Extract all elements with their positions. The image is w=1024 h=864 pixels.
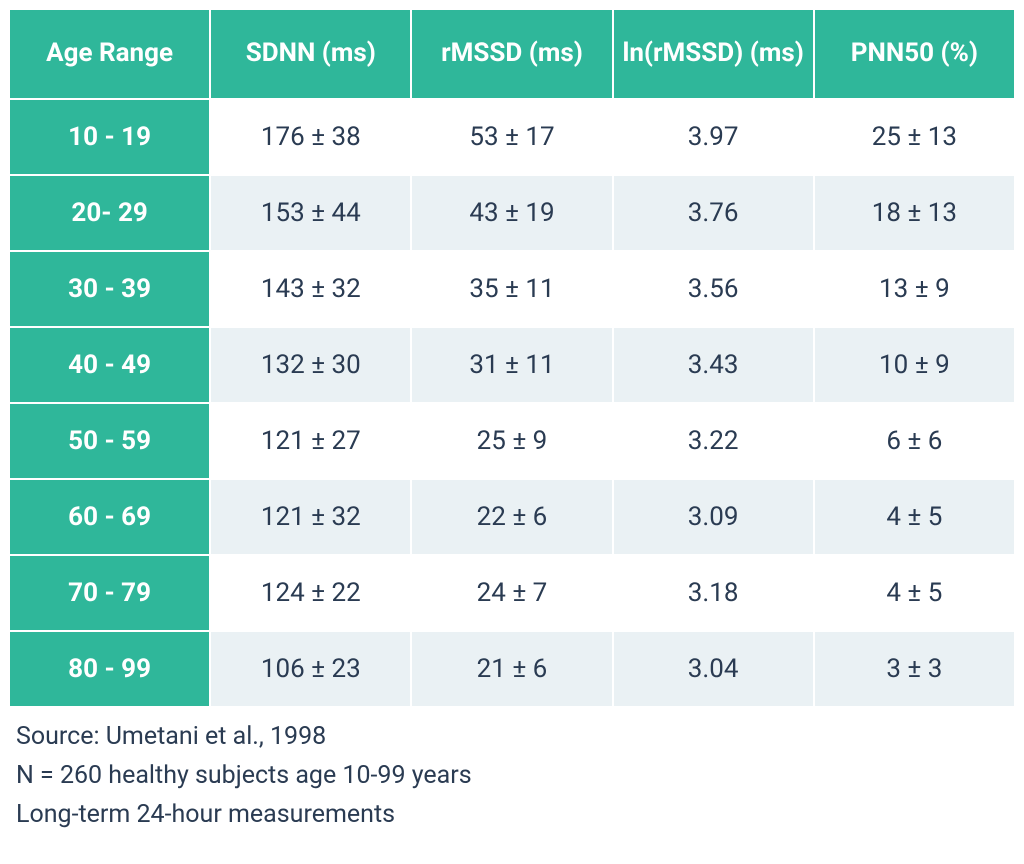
cell-sdnn: 106 ± 23 xyxy=(210,631,411,707)
row-age: 30 - 39 xyxy=(9,251,210,327)
table-row: 70 - 79 124 ± 22 24 ± 7 3.18 4 ± 5 xyxy=(9,555,1015,631)
cell-rmssd: 35 ± 11 xyxy=(411,251,612,327)
cell-rmssd: 31 ± 11 xyxy=(411,327,612,403)
cell-rmssd: 53 ± 17 xyxy=(411,99,612,175)
col-header-sdnn: SDNN (ms) xyxy=(210,9,411,99)
cell-lnrmssd: 3.18 xyxy=(613,555,814,631)
cell-sdnn: 121 ± 32 xyxy=(210,479,411,555)
table-row: 30 - 39 143 ± 32 35 ± 11 3.56 13 ± 9 xyxy=(9,251,1015,327)
cell-rmssd: 24 ± 7 xyxy=(411,555,612,631)
col-header-rmssd: rMSSD (ms) xyxy=(411,9,612,99)
cell-pnn50: 4 ± 5 xyxy=(814,555,1015,631)
table-row: 80 - 99 106 ± 23 21 ± 6 3.04 3 ± 3 xyxy=(9,631,1015,707)
cell-pnn50: 13 ± 9 xyxy=(814,251,1015,327)
cell-sdnn: 176 ± 38 xyxy=(210,99,411,175)
row-age: 70 - 79 xyxy=(9,555,210,631)
cell-pnn50: 3 ± 3 xyxy=(814,631,1015,707)
cell-sdnn: 132 ± 30 xyxy=(210,327,411,403)
cell-rmssd: 21 ± 6 xyxy=(411,631,612,707)
cell-sdnn: 124 ± 22 xyxy=(210,555,411,631)
cell-pnn50: 25 ± 13 xyxy=(814,99,1015,175)
row-age: 60 - 69 xyxy=(9,479,210,555)
footnotes: Source: Umetani et al., 1998 N = 260 hea… xyxy=(8,718,1016,834)
cell-lnrmssd: 3.76 xyxy=(613,175,814,251)
table-row: 10 - 19 176 ± 38 53 ± 17 3.97 25 ± 13 xyxy=(9,99,1015,175)
table-row: 40 - 49 132 ± 30 31 ± 11 3.43 10 ± 9 xyxy=(9,327,1015,403)
table-row: 20- 29 153 ± 44 43 ± 19 3.76 18 ± 13 xyxy=(9,175,1015,251)
cell-pnn50: 4 ± 5 xyxy=(814,479,1015,555)
row-age: 10 - 19 xyxy=(9,99,210,175)
cell-pnn50: 6 ± 6 xyxy=(814,403,1015,479)
header-row: Age Range SDNN (ms) rMSSD (ms) ln(rMSSD)… xyxy=(9,9,1015,99)
footnote-line: Long-term 24-hour measurements xyxy=(16,796,1016,835)
table-row: 60 - 69 121 ± 32 22 ± 6 3.09 4 ± 5 xyxy=(9,479,1015,555)
hrv-table: Age Range SDNN (ms) rMSSD (ms) ln(rMSSD)… xyxy=(8,8,1016,708)
row-age: 50 - 59 xyxy=(9,403,210,479)
cell-rmssd: 22 ± 6 xyxy=(411,479,612,555)
cell-rmssd: 43 ± 19 xyxy=(411,175,612,251)
col-header-age: Age Range xyxy=(9,9,210,99)
row-age: 80 - 99 xyxy=(9,631,210,707)
col-header-pnn50: PNN50 (%) xyxy=(814,9,1015,99)
footnote-line: N = 260 healthy subjects age 10-99 years xyxy=(16,757,1016,796)
cell-lnrmssd: 3.22 xyxy=(613,403,814,479)
cell-lnrmssd: 3.56 xyxy=(613,251,814,327)
cell-lnrmssd: 3.09 xyxy=(613,479,814,555)
cell-lnrmssd: 3.04 xyxy=(613,631,814,707)
cell-sdnn: 143 ± 32 xyxy=(210,251,411,327)
row-age: 40 - 49 xyxy=(9,327,210,403)
cell-lnrmssd: 3.97 xyxy=(613,99,814,175)
hrv-table-container: Age Range SDNN (ms) rMSSD (ms) ln(rMSSD)… xyxy=(8,8,1016,834)
table-row: 50 - 59 121 ± 27 25 ± 9 3.22 6 ± 6 xyxy=(9,403,1015,479)
footnote-line: Source: Umetani et al., 1998 xyxy=(16,718,1016,757)
col-header-lnrmssd: ln(rMSSD) (ms) xyxy=(613,9,814,99)
cell-rmssd: 25 ± 9 xyxy=(411,403,612,479)
cell-pnn50: 10 ± 9 xyxy=(814,327,1015,403)
cell-sdnn: 121 ± 27 xyxy=(210,403,411,479)
row-age: 20- 29 xyxy=(9,175,210,251)
cell-lnrmssd: 3.43 xyxy=(613,327,814,403)
cell-sdnn: 153 ± 44 xyxy=(210,175,411,251)
cell-pnn50: 18 ± 13 xyxy=(814,175,1015,251)
